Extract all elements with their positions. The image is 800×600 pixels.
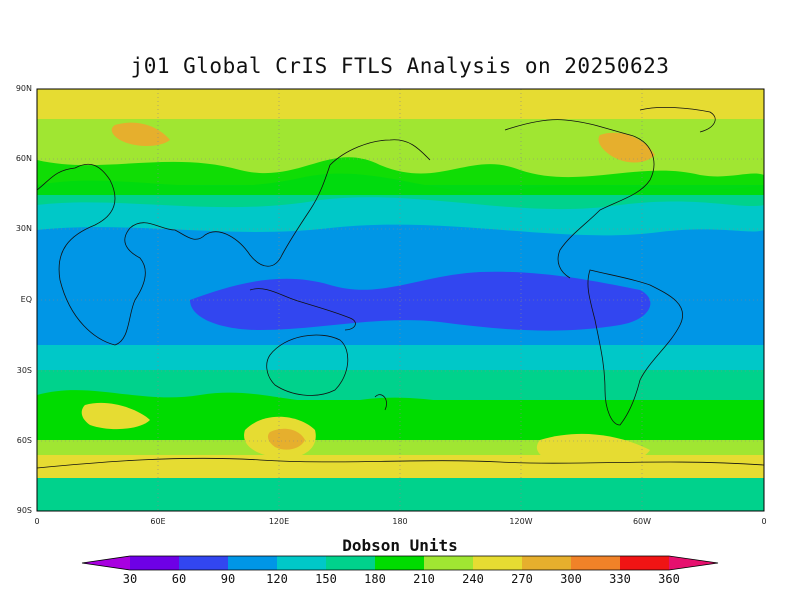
ozone-field: [37, 89, 764, 511]
colorbar-tick: 300: [560, 572, 582, 586]
colorbar: [81, 555, 719, 571]
blob-arctic-orange-2: [598, 132, 655, 163]
blob-north-cyan: [37, 197, 764, 240]
band-antarctic-ring: [37, 455, 764, 480]
blob-south-yellow-1: [81, 402, 150, 430]
coast-south-america: [587, 269, 683, 426]
coastlines: [37, 107, 764, 469]
lon-label-0: 0: [34, 517, 40, 526]
lat-label-90s: 90S: [16, 506, 32, 515]
blob-tropical-minimum: [190, 271, 651, 331]
colorbar-tick: 210: [413, 572, 435, 586]
band-south-mid: [37, 370, 764, 400]
lon-label-180: 180: [392, 517, 408, 526]
coast-eurasia-africa: [37, 139, 431, 346]
colorbar-tick: 270: [511, 572, 533, 586]
blob-south-yellow-3: [536, 433, 650, 468]
coast-north-america: [504, 119, 655, 279]
lon-label-120w: 120W: [509, 517, 533, 526]
lon-label-0-end: 0: [761, 517, 767, 526]
band-arctic-high: [37, 89, 764, 119]
colorbar-swatch: [130, 556, 179, 570]
coast-australia: [266, 334, 349, 396]
lat-label-30s: 30S: [16, 366, 32, 375]
coast-new-zealand: [374, 394, 387, 411]
colorbar-outline: [81, 555, 719, 571]
colorbar-swatch: [375, 556, 424, 570]
lon-label-120e: 120E: [268, 517, 290, 526]
colorbar-swatch: [473, 556, 522, 570]
colorbar-swatch: [522, 556, 571, 570]
colorbar-tick: 150: [315, 572, 337, 586]
colorbar-tick: 330: [609, 572, 631, 586]
colorbar-high-arrow: [669, 556, 718, 570]
lat-label-60n: 60N: [15, 154, 32, 163]
colorbar-swatch: [571, 556, 620, 570]
lat-label-30n: 30N: [15, 224, 32, 233]
colorbar-swatch: [326, 556, 375, 570]
colorbar-tick: 30: [122, 572, 138, 586]
colorbar-swatch: [620, 556, 669, 570]
coast-greenland: [639, 107, 716, 133]
lon-label-60e: 60E: [150, 517, 166, 526]
band-antarctica: [37, 478, 764, 511]
coast-antarctica: [37, 457, 764, 469]
blob-arctic-orange-1: [111, 122, 170, 146]
colorbar-title: Dobson Units: [342, 536, 458, 555]
colorbar-tick: 240: [462, 572, 484, 586]
blob-south-green: [37, 390, 764, 440]
map-frame: [36, 88, 765, 512]
colorbar-tick: 120: [266, 572, 288, 586]
colorbar-tick: 180: [364, 572, 386, 586]
lon-label-60w: 60W: [632, 517, 652, 526]
blob-north-bright-green: [37, 157, 764, 195]
blob-south-orange: [267, 428, 305, 450]
colorbar-tick: 360: [658, 572, 680, 586]
colorbar-swatch: [424, 556, 473, 570]
lat-label-90n: 90N: [15, 84, 32, 93]
colorbar-tick: 60: [171, 572, 187, 586]
colorbar-low-arrow: [82, 556, 130, 570]
coast-maritime-continent: [249, 288, 356, 331]
map-title: j01 Global CrIS FTLS Analysis on 2025062…: [130, 54, 670, 78]
blob-north-blue: [37, 224, 764, 260]
lat-label-eq: EQ: [20, 295, 32, 304]
colorbar-swatch: [179, 556, 228, 570]
colorbar-swatch: [277, 556, 326, 570]
colorbar-tick: 90: [220, 572, 236, 586]
lat-label-60s: 60S: [16, 436, 32, 445]
colorbar-swatch: [228, 556, 277, 570]
